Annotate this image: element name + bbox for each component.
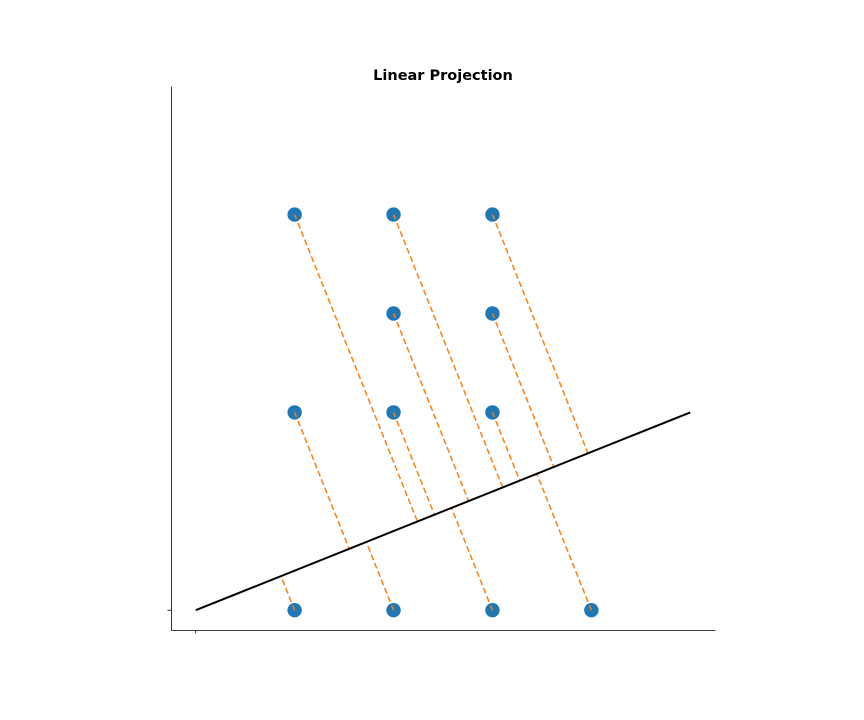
data-points — [287, 207, 599, 618]
projection-segment-9 — [293, 214, 419, 522]
chart-title: Linear Projection — [373, 68, 513, 84]
projection-segment-11 — [491, 214, 589, 454]
projection-segment-2 — [450, 507, 494, 611]
data-point-6 — [485, 405, 500, 420]
projection-marker-11 — [491, 214, 496, 220]
projection-segment-6 — [491, 412, 521, 481]
projection-marker-9 — [293, 214, 298, 220]
projection-marker-4 — [293, 412, 298, 418]
projection-marker-5 — [392, 412, 397, 418]
projection-marker-10 — [392, 214, 397, 220]
data-point-5 — [386, 405, 401, 420]
projection-segment-1 — [365, 541, 395, 611]
projection-marker-1 — [390, 605, 395, 611]
data-point-10 — [386, 207, 401, 222]
projection-line-group — [195, 411, 691, 612]
projection-segment-8 — [491, 313, 555, 468]
projection-marker-2 — [489, 605, 494, 611]
projection-marker-0 — [292, 605, 296, 611]
projection-segment-7 — [392, 313, 470, 502]
projection-marker-3 — [588, 605, 593, 611]
projection-marker-7 — [392, 313, 397, 319]
projection-marker-8 — [491, 313, 496, 319]
data-point-4 — [287, 405, 302, 420]
projection-segment-10 — [392, 214, 504, 488]
data-point-7 — [386, 306, 401, 321]
projection-markers — [292, 214, 593, 611]
data-point-11 — [485, 207, 500, 222]
data-point-8 — [485, 306, 500, 321]
projection-line — [195, 411, 691, 612]
projection-segment-3 — [536, 473, 593, 611]
projection-segment-4 — [293, 412, 350, 550]
projection-segment-0 — [280, 575, 296, 611]
projection-marker-6 — [491, 412, 496, 418]
projection-segments — [280, 214, 593, 611]
axis-ticks — [167, 609, 197, 634]
plot-area — [167, 86, 716, 634]
projection-segment-5 — [392, 412, 436, 515]
